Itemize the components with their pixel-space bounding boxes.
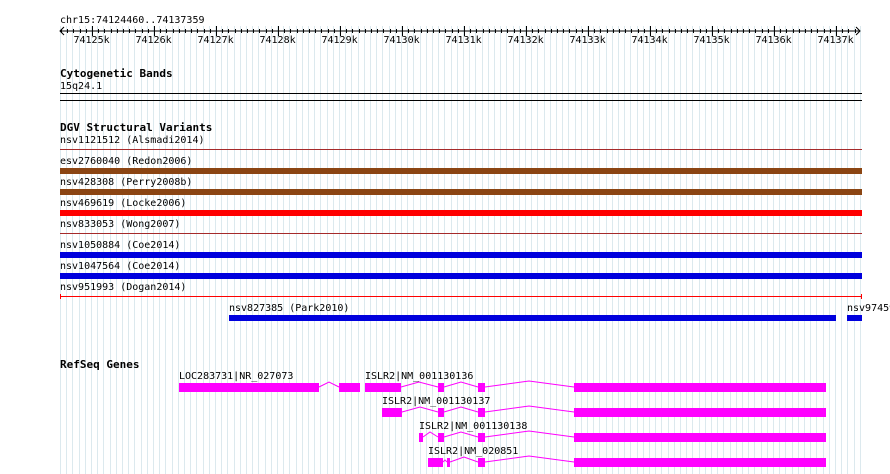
ruler-tick-label: 74134k: [631, 35, 668, 46]
dgv-variant-label[interactable]: esv2760040 (Redon2006): [60, 156, 193, 167]
ruler-axis: [59, 26, 861, 36]
dgv-variant-label[interactable]: nsv833053 (Wong2007): [60, 219, 181, 230]
dgv-variant-bar[interactable]: [60, 252, 862, 258]
dgv-variant-bar[interactable]: [847, 315, 862, 321]
gene-model-islr2-nm-020851[interactable]: [428, 455, 826, 467]
dgv-variant-label[interactable]: nsv469619 (Locke2006): [60, 198, 187, 209]
gene-model-loc283731[interactable]: [179, 381, 360, 392]
dgv-variant-bar[interactable]: [60, 168, 862, 174]
gene-label[interactable]: ISLR2|NM_020851: [428, 446, 519, 457]
gene-model-islr2-nm-001130137[interactable]: [382, 405, 826, 417]
cytoband-track-title[interactable]: Cytogenetic Bands: [60, 67, 173, 80]
ruler-tick-label: 74126k: [135, 35, 172, 46]
dgv-variant-bar[interactable]: [60, 296, 862, 297]
ruler-tick-label: 74136k: [755, 35, 792, 46]
ruler-tick-label: 74131k: [445, 35, 482, 46]
cytoband-label[interactable]: 15q24.1: [60, 81, 103, 92]
dgv-variant-end-tick: [861, 294, 862, 299]
ruler-tick-label: 74127k: [197, 35, 234, 46]
gene-label[interactable]: ISLR2|NM_001130138: [419, 421, 528, 432]
dgv-variant-bar[interactable]: [60, 273, 862, 279]
ruler-tick-label: 74128k: [259, 35, 296, 46]
dgv-variant-end-tick: [60, 294, 61, 299]
dgv-variant-bar[interactable]: [60, 233, 862, 234]
dgv-variant-label[interactable]: nsv428308 (Perry2008b): [60, 177, 193, 188]
ruler-tick-label: 74125k: [73, 35, 110, 46]
dgv-variant-label[interactable]: nsv1121512 (Alsmadi2014): [60, 135, 205, 146]
region-label: chr15:74124460..74137359: [60, 15, 205, 26]
dgv-variant-label[interactable]: nsv1047564 (Coe2014): [60, 261, 181, 272]
ruler-tick-label: 74132k: [507, 35, 544, 46]
gene-label[interactable]: LOC283731|NR_027073: [179, 371, 294, 382]
gene-models[interactable]: [0, 370, 890, 474]
ruler-tick-label: 74133k: [569, 35, 606, 46]
gene-label[interactable]: ISLR2|NM_001130136: [365, 371, 474, 382]
ruler-tick-label: 74137k: [817, 35, 854, 46]
cytoband-bar[interactable]: [60, 93, 862, 94]
dgv-variant-label[interactable]: nsv951993 (Dogan2014): [60, 282, 187, 293]
dgv-variant-bar[interactable]: [60, 149, 862, 150]
dgv-variant-bar[interactable]: [229, 315, 836, 321]
gene-model-islr2-nm-001130136[interactable]: [365, 380, 826, 392]
dgv-variant-bar[interactable]: [60, 210, 862, 216]
dgv-track-title[interactable]: DGV Structural Variants: [60, 121, 213, 134]
ruler-tick-label: 74135k: [693, 35, 730, 46]
dgv-variant-label[interactable]: nsv827385 (Park2010): [229, 303, 350, 314]
gene-model-islr2-nm-001130138[interactable]: [419, 430, 826, 442]
dgv-variant-label[interactable]: nsv97459: [847, 303, 890, 314]
ruler-tick-label: 74130k: [383, 35, 420, 46]
dgv-variant-bar[interactable]: [60, 189, 862, 195]
refseq-track-title[interactable]: RefSeq Genes: [60, 358, 140, 371]
track-divider: [60, 100, 862, 101]
dgv-variant-label[interactable]: nsv1050884 (Coe2014): [60, 240, 181, 251]
gene-label[interactable]: ISLR2|NM_001130137: [382, 396, 491, 407]
ruler-tick-label: 74129k: [321, 35, 358, 46]
